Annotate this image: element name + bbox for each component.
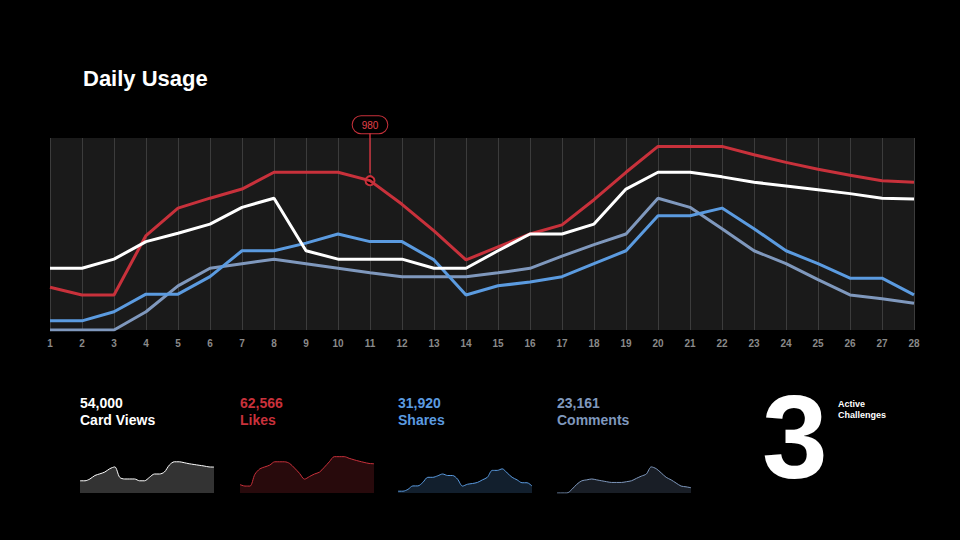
svg-text:24: 24	[780, 338, 792, 349]
svg-text:5: 5	[175, 338, 181, 349]
svg-text:21: 21	[684, 338, 696, 349]
svg-text:Likes: Likes	[240, 412, 276, 428]
svg-text:Daily Usage: Daily Usage	[83, 66, 208, 91]
svg-text:7: 7	[239, 338, 245, 349]
svg-text:3: 3	[111, 338, 117, 349]
svg-text:17: 17	[556, 338, 568, 349]
svg-text:4: 4	[143, 338, 149, 349]
svg-text:28: 28	[908, 338, 920, 349]
svg-text:11: 11	[365, 338, 376, 349]
svg-text:62,566: 62,566	[240, 395, 283, 411]
svg-text:8: 8	[271, 338, 277, 349]
svg-text:23: 23	[748, 338, 760, 349]
svg-text:26: 26	[844, 338, 856, 349]
svg-text:Card Views: Card Views	[80, 412, 155, 428]
svg-text:16: 16	[524, 338, 536, 349]
svg-text:Shares: Shares	[398, 412, 445, 428]
svg-text:3: 3	[762, 371, 828, 503]
svg-text:23,161: 23,161	[557, 395, 600, 411]
svg-text:27: 27	[876, 338, 888, 349]
svg-text:19: 19	[620, 338, 632, 349]
svg-text:9: 9	[303, 338, 309, 349]
svg-text:25: 25	[812, 338, 824, 349]
svg-text:14: 14	[460, 338, 472, 349]
svg-text:15: 15	[492, 338, 504, 349]
svg-text:54,000: 54,000	[80, 395, 123, 411]
svg-text:Comments: Comments	[557, 412, 630, 428]
svg-text:980: 980	[362, 120, 379, 131]
svg-text:10: 10	[332, 338, 344, 349]
svg-text:20: 20	[652, 338, 664, 349]
svg-text:31,920: 31,920	[398, 395, 441, 411]
svg-text:Challenges: Challenges	[838, 410, 886, 420]
svg-text:18: 18	[588, 338, 600, 349]
svg-text:22: 22	[716, 338, 728, 349]
svg-text:1: 1	[47, 338, 53, 349]
svg-text:13: 13	[428, 338, 440, 349]
svg-text:Active: Active	[838, 399, 868, 409]
svg-text:6: 6	[207, 338, 213, 349]
svg-text:2: 2	[79, 338, 85, 349]
svg-text:12: 12	[396, 338, 408, 349]
